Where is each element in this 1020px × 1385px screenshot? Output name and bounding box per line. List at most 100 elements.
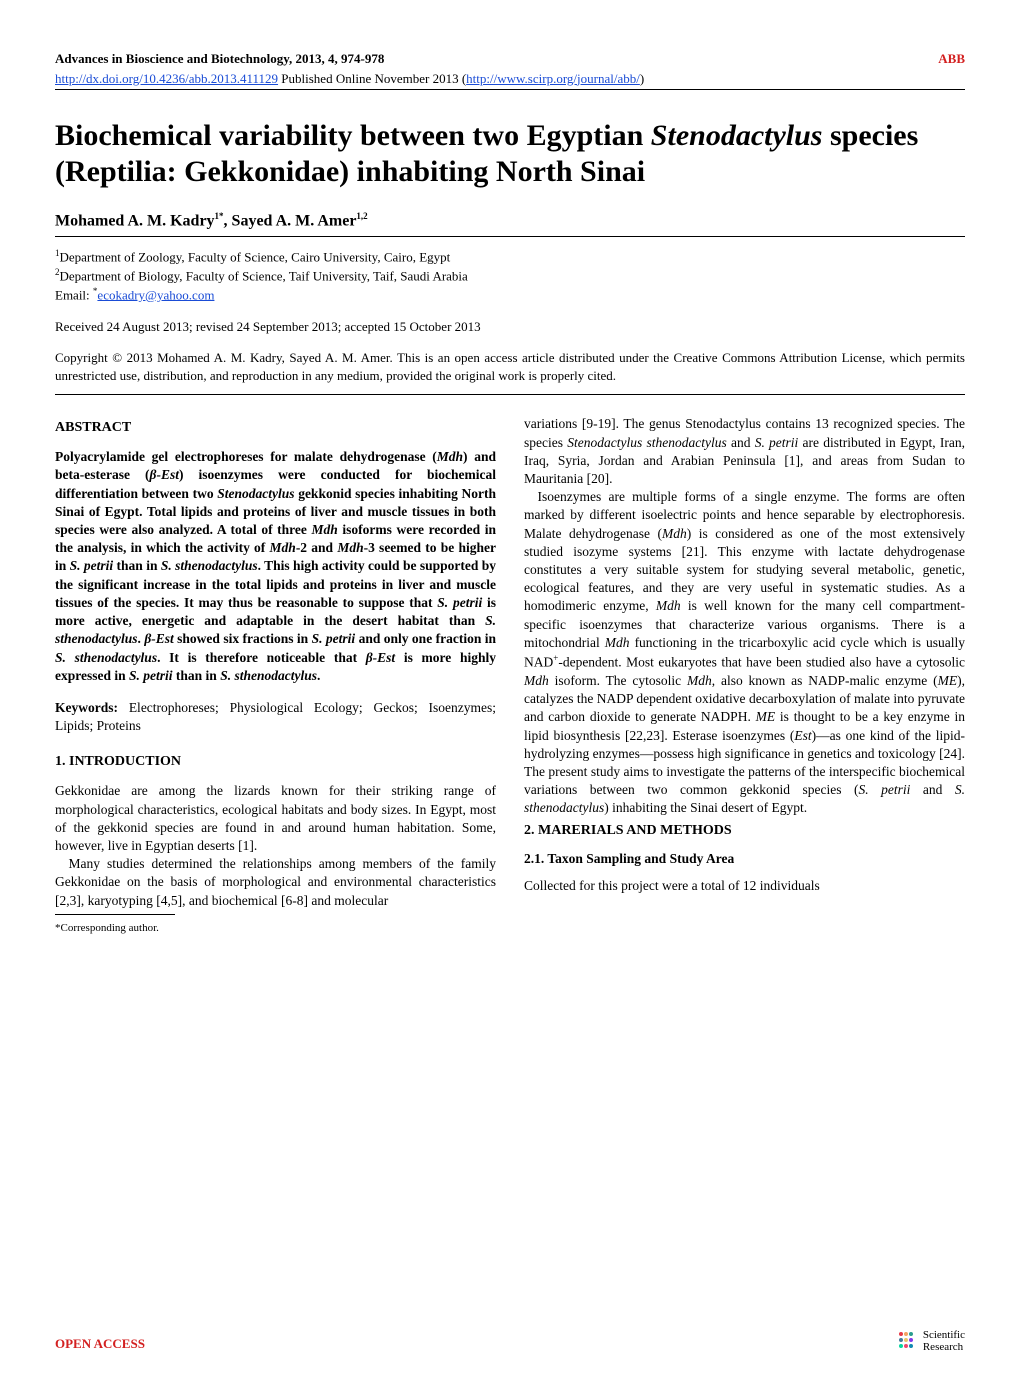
journal-url-link[interactable]: http://www.scirp.org/journal/abb/: [466, 71, 640, 86]
intro-p2-right: Isoenzymes are multiple forms of a singl…: [524, 488, 965, 817]
ab-spetrii3: S. petrii: [312, 631, 356, 646]
rc-p1b: and: [727, 435, 755, 450]
ab-t17: .: [317, 668, 320, 683]
right-column: variations [9-19]. The genus Stenodactyl…: [524, 415, 965, 935]
ab-t14: . It is therefore noticeable that: [157, 650, 366, 665]
rc-spetrii2: S. petrii: [858, 782, 910, 797]
doi-link[interactable]: http://dx.doi.org/10.4236/abb.2013.41112…: [55, 71, 278, 86]
logo-dot: [899, 1332, 903, 1336]
publisher-line1: Scientific: [923, 1329, 965, 1341]
rc-me: ME: [938, 673, 958, 688]
abstract-body: Polyacrylamide gel electrophoreses for m…: [55, 448, 496, 685]
ab-t13: and only one fraction in: [355, 631, 496, 646]
author-sep: ,: [224, 212, 232, 229]
logo-dot: [909, 1332, 913, 1336]
body-columns: ABSTRACT Polyacrylamide gel electrophore…: [55, 415, 965, 935]
footer-row: OPEN ACCESS Scientific Research: [55, 1329, 965, 1353]
email-line: Email: *ecokadry@yahoo.com: [55, 285, 965, 304]
rc-me2: ME: [756, 709, 776, 724]
copyright-divider: [55, 394, 965, 395]
paper-title: Biochemical variability between two Egyp…: [55, 118, 965, 190]
ab-best3: β-Est: [366, 650, 395, 665]
corr-divider: [55, 914, 175, 915]
ab-best2: β-Est: [144, 631, 173, 646]
publisher-line2: Research: [923, 1341, 963, 1353]
methods-heading: 2. MARERIALS AND METHODS: [524, 822, 965, 841]
rc-mdh: Mdh: [662, 526, 687, 541]
logo-dot: [899, 1344, 903, 1348]
intro-p1: Gekkonidae are among the lizards known f…: [55, 782, 496, 855]
author-list: Mohamed A. M. Kadry1*, Sayed A. M. Amer1…: [55, 210, 965, 232]
ab-mdh-2: Mdh: [270, 540, 296, 555]
open-access-label: OPEN ACCESS: [55, 1335, 145, 1353]
rc-mdh5: Mdh: [687, 673, 712, 688]
rc-p2l: ) inhabiting the Sinai desert of Egypt.: [604, 800, 807, 815]
introduction-heading: 1. INTRODUCTION: [55, 753, 496, 772]
author-2-sup: 1,2: [356, 211, 367, 221]
rc-p2k: and: [910, 782, 955, 797]
affiliation-2: 2Department of Biology, Faculty of Scien…: [55, 266, 965, 285]
rc-sstheno: Stenodactylus sthenodactylus: [567, 435, 726, 450]
ab-spetrii2: S. petrii: [437, 595, 482, 610]
rc-p2e: -dependent. Most eukaryotes that have be…: [558, 655, 965, 670]
author-1: Mohamed A. M. Kadry: [55, 212, 215, 229]
taxon-subheading: 2.1. Taxon Sampling and Study Area: [524, 850, 965, 868]
corresponding-author-note: *Corresponding author.: [55, 921, 496, 936]
ab-t12: showed six fractions in: [174, 631, 312, 646]
intro-cont-p1: variations [9-19]. The genus Stenodactyl…: [524, 415, 965, 488]
published-text: Published Online November 2013 (: [278, 71, 466, 86]
ab-best: β-Est: [150, 467, 179, 482]
publisher-text: Scientific Research: [923, 1329, 965, 1353]
rc-spetrii: S. petrii: [755, 435, 799, 450]
rc-p2g: , also known as NADP-malic enzyme (: [712, 673, 938, 688]
abstract-heading: ABSTRACT: [55, 419, 496, 438]
left-column: ABSTRACT Polyacrylamide gel electrophore…: [55, 415, 496, 935]
ab-sstheno: S. sthenodactylus: [161, 558, 258, 573]
methods-p1: Collected for this project were a total …: [524, 877, 965, 895]
email-link[interactable]: ecokadry@yahoo.com: [97, 287, 214, 302]
logo-dot: [899, 1338, 903, 1342]
received-dates: Received 24 August 2013; revised 24 Sept…: [55, 318, 965, 336]
ab-t6: -2 and: [296, 540, 338, 555]
ab-t1: Polyacrylamide gel electrophoreses for m…: [55, 449, 437, 464]
rc-mdh2: Mdh: [656, 598, 681, 613]
logo-dot: [909, 1344, 913, 1348]
journal-abbr: ABB: [938, 50, 965, 68]
rc-mdh4: Mdh: [524, 673, 549, 688]
ab-spetrii: S. petrii: [70, 558, 114, 573]
ab-sstheno4: S. sthenodactylus: [220, 668, 317, 683]
rc-est: Est: [794, 728, 811, 743]
ab-t8: than in: [113, 558, 161, 573]
rc-mdh3: Mdh: [605, 635, 630, 650]
logo-mark-icon: [899, 1332, 917, 1350]
title-line1: Biochemical variability between two Egyp…: [55, 119, 643, 152]
ab-mdh2: Mdh: [312, 522, 338, 537]
logo-dot: [904, 1338, 908, 1342]
email-label: Email:: [55, 287, 93, 302]
doi-close: ): [640, 71, 644, 86]
keywords-line: Keywords: Electrophoreses; Physiological…: [55, 699, 496, 735]
logo-dot: [904, 1332, 908, 1336]
publisher-logo: Scientific Research: [899, 1329, 965, 1353]
keywords-text: Electrophoreses; Physiological Ecology; …: [55, 700, 496, 733]
logo-dot: [904, 1344, 908, 1348]
ab-sstheno3: S. sthenodactylus: [55, 650, 157, 665]
ab-t16: than in: [173, 668, 221, 683]
aff1-text: Department of Zoology, Faculty of Scienc…: [60, 249, 451, 264]
affiliations: 1Department of Zoology, Faculty of Scien…: [55, 247, 965, 304]
ab-mdh-3: Mdh: [337, 540, 363, 555]
aff2-text: Department of Biology, Faculty of Scienc…: [60, 268, 468, 283]
intro-p2: Many studies determined the relationship…: [55, 855, 496, 910]
author-1-sup: 1*: [215, 211, 224, 221]
journal-info: Advances in Bioscience and Biotechnology…: [55, 50, 384, 68]
title-species: Stenodactylus: [651, 119, 823, 152]
header-row: Advances in Bioscience and Biotechnology…: [55, 50, 965, 68]
copyright-text: Copyright © 2013 Mohamed A. M. Kadry, Sa…: [55, 349, 965, 384]
doi-line: http://dx.doi.org/10.4236/abb.2013.41112…: [55, 70, 965, 88]
keywords-label: Keywords:: [55, 700, 118, 715]
ab-steno: Stenodactylus: [217, 486, 294, 501]
rc-p2f: isoform. The cytosolic: [549, 673, 687, 688]
author-divider: [55, 236, 965, 237]
header-divider: [55, 89, 965, 90]
ab-mdh: Mdh: [437, 449, 463, 464]
